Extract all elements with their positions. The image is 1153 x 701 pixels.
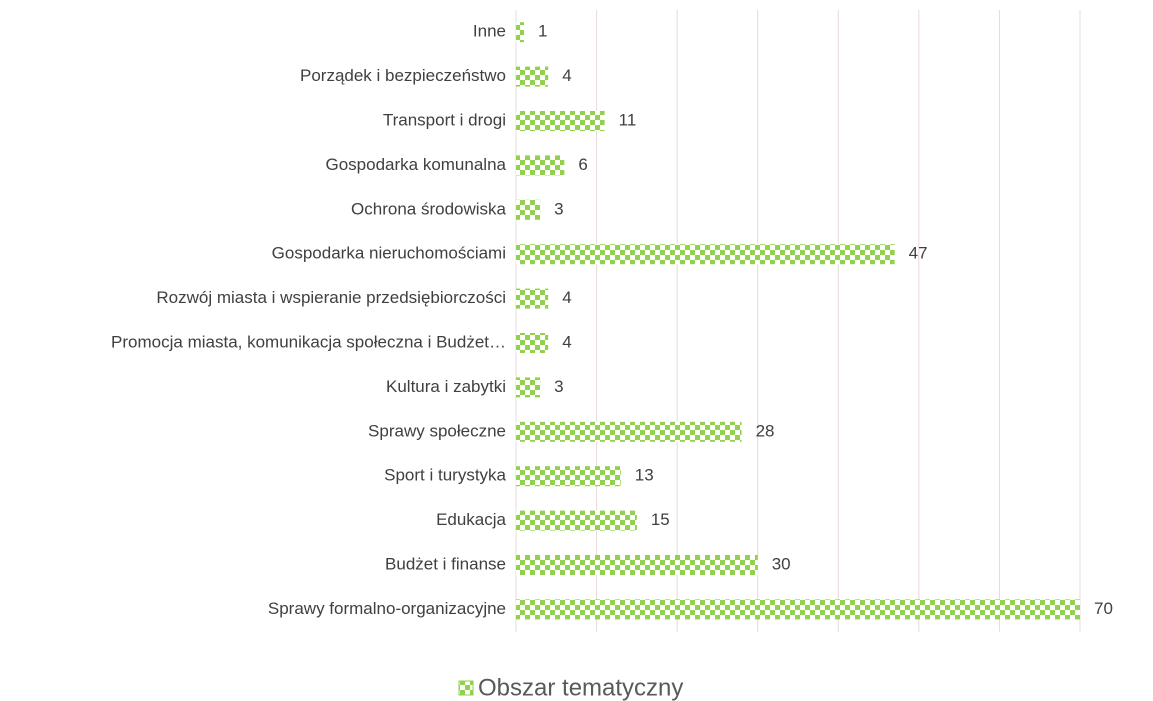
data-label: 15 — [651, 510, 670, 529]
data-label: 4 — [562, 332, 571, 351]
y-tick-label: Sprawy społeczne — [368, 421, 506, 440]
y-tick-label: Kultura i zabytki — [386, 377, 506, 396]
y-tick-label: Budżet i finanse — [385, 554, 506, 573]
legend-swatch — [458, 680, 474, 696]
data-label: 70 — [1094, 599, 1113, 618]
y-tick-label: Inne — [473, 22, 506, 41]
data-label: 3 — [554, 377, 563, 396]
data-label: 1 — [538, 22, 547, 41]
data-label: 3 — [554, 199, 563, 218]
data-label: 28 — [756, 421, 775, 440]
bar — [516, 199, 541, 220]
y-tick-label: Edukacja — [436, 510, 506, 529]
data-label: 11 — [619, 110, 637, 129]
data-label: 13 — [635, 466, 654, 485]
bar — [516, 333, 549, 353]
y-tick-label: Porządek i bezpieczeństwo — [300, 66, 506, 85]
data-label: 47 — [909, 244, 928, 263]
bar — [516, 377, 541, 398]
y-tick-label: Rozwój miasta i wspieranie przedsiębiorc… — [156, 288, 506, 307]
bar — [516, 66, 549, 87]
bar — [516, 555, 758, 575]
data-label: 4 — [562, 288, 571, 307]
data-label: 6 — [578, 155, 587, 174]
y-tick-label: Gospodarka nieruchomościami — [272, 244, 506, 263]
bar — [516, 599, 1080, 620]
data-label: 30 — [772, 554, 791, 573]
data-label: 4 — [562, 66, 571, 85]
y-tick-label: Gospodarka komunalna — [325, 155, 506, 174]
y-tick-label: Sprawy formalno-organizacyjne — [268, 599, 506, 618]
bar — [516, 244, 895, 265]
bar — [516, 288, 549, 309]
bar — [516, 466, 621, 487]
bar — [516, 421, 742, 442]
bar — [516, 22, 525, 43]
y-tick-label: Ochrona środowiska — [351, 199, 507, 218]
bar — [516, 155, 565, 176]
y-tick-label: Transport i drogi — [383, 110, 506, 129]
bar — [516, 111, 605, 131]
bar — [516, 510, 637, 531]
y-tick-label: Promocja miasta, komunikacja społeczna i… — [111, 332, 506, 351]
y-tick-label: Sport i turystyka — [384, 466, 506, 485]
legend-label: Obszar tematyczny — [478, 674, 683, 701]
